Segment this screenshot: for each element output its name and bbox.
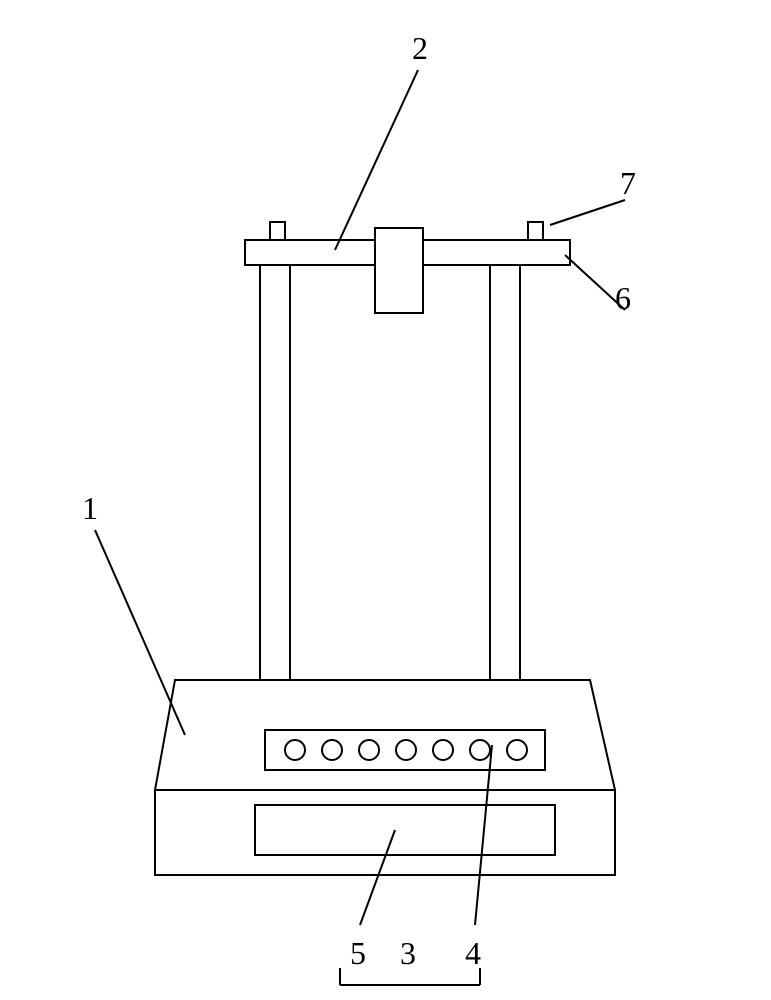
label-3: 3 (400, 935, 416, 972)
label-1: 1 (82, 490, 98, 527)
diagram-canvas: 1 2 3 4 5 6 7 (0, 0, 771, 1000)
label-4: 4 (465, 935, 481, 972)
label-7: 7 (620, 165, 636, 202)
label-2: 2 (412, 30, 428, 67)
technical-drawing (0, 0, 771, 1000)
label-6: 6 (615, 280, 631, 317)
label-5: 5 (350, 935, 366, 972)
